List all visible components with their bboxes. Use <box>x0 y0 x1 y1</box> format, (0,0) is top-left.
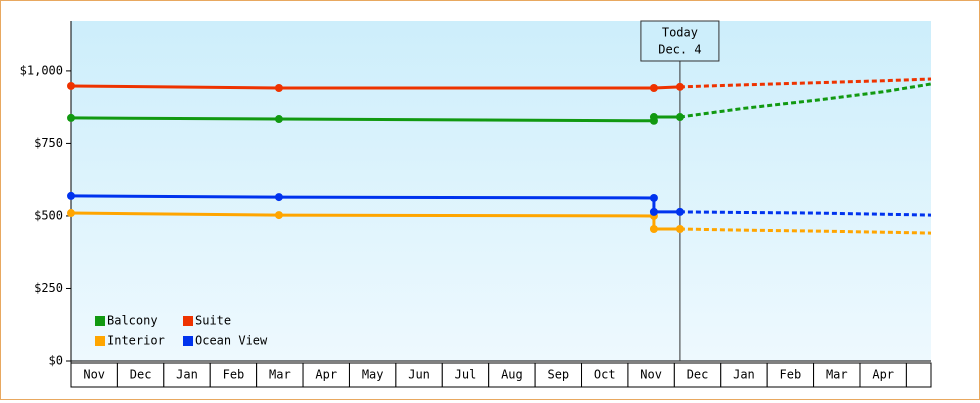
x-tick-label: Apr <box>315 368 337 382</box>
legend-label: Suite <box>195 314 231 328</box>
point <box>67 209 75 218</box>
point <box>67 191 75 200</box>
x-tick-label: Dec <box>687 368 709 382</box>
x-cell <box>534 362 583 388</box>
point <box>274 211 283 220</box>
forecast-line <box>679 82 932 119</box>
legend-swatch <box>183 316 193 326</box>
x-tick-label: Mar <box>826 368 848 382</box>
x-tick-label: Jun <box>408 368 430 382</box>
x-cell <box>859 362 907 388</box>
point <box>649 193 658 202</box>
point <box>675 225 684 234</box>
x-tick-label: Nov <box>640 368 662 382</box>
point <box>675 113 684 122</box>
x-tick-label: May <box>362 368 384 382</box>
today-box <box>640 20 720 62</box>
x-tick-label: Feb <box>780 368 802 382</box>
forecast-line <box>679 77 932 89</box>
plot-area <box>71 21 931 361</box>
point <box>274 84 283 93</box>
point <box>67 113 75 122</box>
y-tick-label: $750 <box>34 136 63 150</box>
x-cell <box>627 362 675 388</box>
x-cell <box>905 362 932 388</box>
point <box>274 115 283 124</box>
x-tick-label: Jul <box>455 368 477 382</box>
legend-swatch <box>183 336 193 346</box>
x-tick-label: Nov <box>83 368 105 382</box>
y-tick-label: $1,000 <box>20 63 63 77</box>
y-tick-label: $0 <box>49 354 63 368</box>
x-tick-label: Sep <box>547 368 569 382</box>
x-cell <box>256 362 304 388</box>
x-tick-label: Aug <box>501 368 523 382</box>
forecast-line <box>679 210 932 217</box>
x-cell <box>441 362 490 388</box>
x-cell <box>766 362 815 388</box>
x-tick-label: Feb <box>223 368 245 382</box>
legend-label: Interior <box>107 334 165 348</box>
x-tick-label: Mar <box>269 368 291 382</box>
legend-label: Balcony <box>107 314 158 328</box>
x-cell <box>348 362 397 388</box>
point <box>649 207 658 216</box>
point <box>675 82 684 91</box>
x-cell <box>720 362 768 388</box>
point <box>649 113 658 122</box>
x-tick-label: Dec <box>130 368 152 382</box>
y-tick-label: $500 <box>34 208 63 222</box>
point <box>67 81 75 90</box>
today-label: Today <box>662 26 698 40</box>
point <box>274 193 283 202</box>
legend-label: Ocean View <box>195 334 268 348</box>
x-tick-label: Apr <box>872 368 894 382</box>
point <box>675 207 684 216</box>
x-cell <box>163 362 211 388</box>
legend-swatch <box>95 336 105 346</box>
legend-swatch <box>95 316 105 326</box>
x-tick-label: Jan <box>733 368 755 382</box>
series-line <box>70 84 680 90</box>
point <box>649 225 658 234</box>
x-tick-label: Oct <box>594 368 616 382</box>
x-tick-label: Jan <box>176 368 198 382</box>
today-label: Dec. 4 <box>658 43 701 57</box>
y-tick-label: $250 <box>34 281 63 295</box>
forecast-line <box>679 227 932 235</box>
point <box>649 84 658 93</box>
